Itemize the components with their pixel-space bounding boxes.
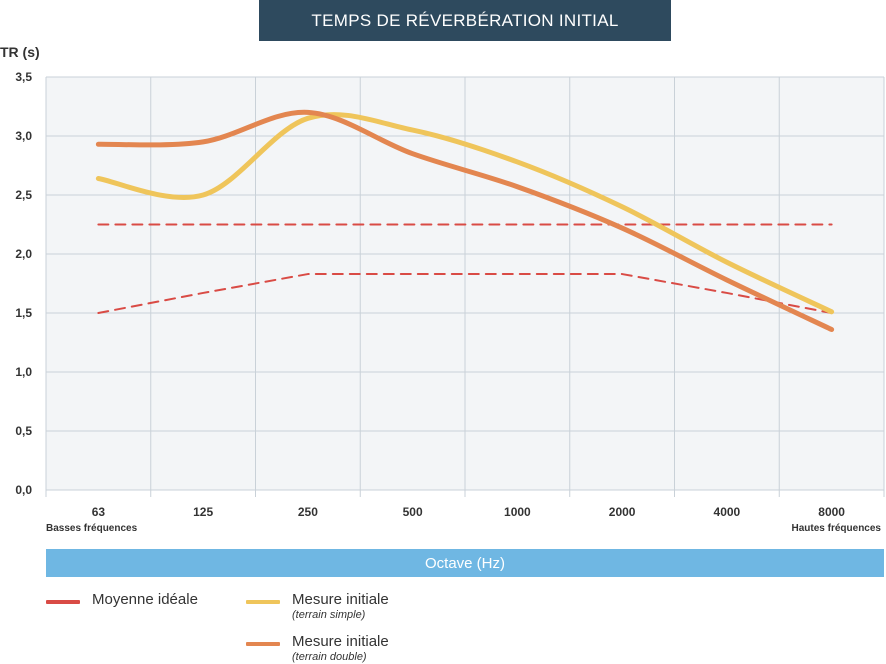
series-line-ideal-lower: [97, 273, 833, 314]
x-tick-label: 125: [193, 505, 213, 519]
legend-label-double: Mesure initiale: [292, 633, 389, 650]
chart-title: TEMPS DE RÉVERBÉRATION INITIAL: [259, 0, 671, 41]
legend-item-double: Mesure initiale (terrain double): [246, 633, 389, 664]
y-tick-label: 3,0: [15, 129, 32, 143]
reverberation-chart: 0,0 0,5 1,0 1,5 2,0 2,5 3,0 3,5 63 125 250 500 1000…: [15, 70, 885, 519]
x-tick-label: 500: [403, 505, 423, 519]
x-tick-label: 8000: [818, 505, 845, 519]
legend-label-ideal: Moyenne idéale: [92, 591, 198, 608]
legend-item-simple: Mesure initiale (terrain simple): [246, 591, 389, 622]
legend-swatch-double: [246, 642, 280, 646]
low-frequency-note: Basses fréquences: [46, 523, 138, 534]
legend-sub-simple: (terrain simple): [292, 609, 366, 621]
legend-item-ideal: Moyenne idéale: [46, 591, 198, 609]
high-frequency-note: Hautes fréquences: [791, 523, 881, 534]
legend-label-simple: Mesure initiale: [292, 591, 389, 608]
x-tick-label: 1000: [504, 505, 531, 519]
x-tick-label: 4000: [714, 505, 741, 519]
y-tick-label: 0,5: [15, 424, 32, 438]
y-tick-label: 2,5: [15, 188, 32, 202]
series-line-simple: [95, 112, 835, 315]
x-tick-label: 2000: [609, 505, 636, 519]
legend-swatch-ideal: [46, 600, 80, 604]
x-axis-label: Octave (Hz): [46, 549, 884, 577]
legend-swatch-simple: [246, 600, 280, 604]
y-tick-label: 2,0: [15, 247, 32, 261]
y-tick-label: 3,5: [15, 70, 32, 84]
x-tick-label: 63: [92, 505, 106, 519]
y-tick-label: 0,0: [15, 483, 32, 497]
series-line-double: [95, 109, 835, 333]
legend-sub-double: (terrain double): [292, 651, 367, 663]
y-axis-unit: TR (s): [0, 44, 40, 60]
y-tick-label: 1,5: [15, 306, 32, 320]
x-tick-label: 250: [298, 505, 318, 519]
y-tick-label: 1,0: [15, 365, 32, 379]
